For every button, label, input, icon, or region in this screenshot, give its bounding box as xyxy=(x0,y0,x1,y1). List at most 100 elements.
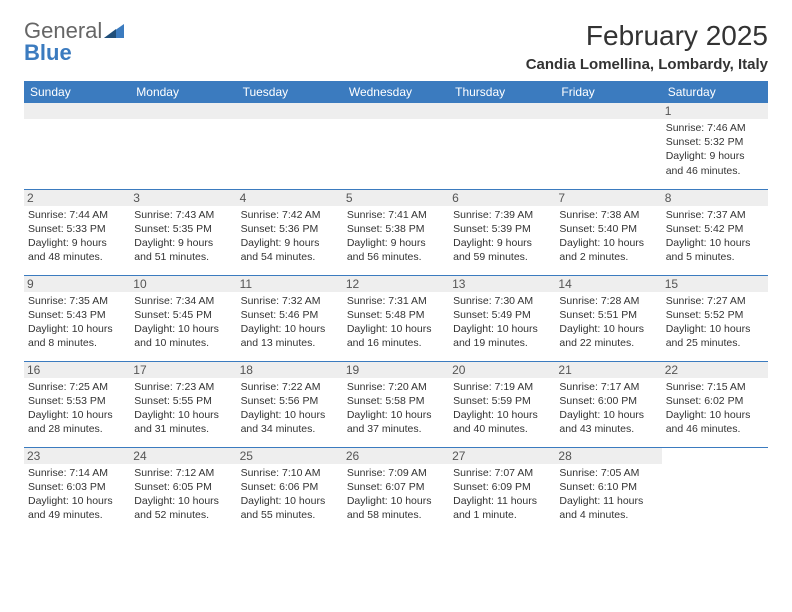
calendar-day-cell: 7Sunrise: 7:38 AMSunset: 5:40 PMDaylight… xyxy=(555,189,661,275)
calendar-day-cell: 16Sunrise: 7:25 AMSunset: 5:53 PMDayligh… xyxy=(24,361,130,447)
weekday-header: Tuesday xyxy=(237,81,343,103)
calendar-day-cell: 26Sunrise: 7:09 AMSunset: 6:07 PMDayligh… xyxy=(343,447,449,533)
daylight-line: Daylight: 10 hours and 25 minutes. xyxy=(666,322,764,350)
day-info: Sunrise: 7:05 AMSunset: 6:10 PMDaylight:… xyxy=(559,466,657,523)
daylight-line: Daylight: 10 hours and 16 minutes. xyxy=(347,322,445,350)
day-number: 14 xyxy=(555,276,661,292)
sunrise-line: Sunrise: 7:12 AM xyxy=(134,466,232,480)
day-number: 23 xyxy=(24,448,130,464)
day-number: 16 xyxy=(24,362,130,378)
calendar-day-cell xyxy=(449,103,555,189)
header: General Blue February 2025 Candia Lomell… xyxy=(24,20,768,73)
sunset-line: Sunset: 5:33 PM xyxy=(28,222,126,236)
daylight-line: Daylight: 9 hours and 56 minutes. xyxy=(347,236,445,264)
day-info: Sunrise: 7:42 AMSunset: 5:36 PMDaylight:… xyxy=(241,208,339,265)
weekday-header-row: Sunday Monday Tuesday Wednesday Thursday… xyxy=(24,81,768,103)
calendar-day-cell: 25Sunrise: 7:10 AMSunset: 6:06 PMDayligh… xyxy=(237,447,343,533)
daylight-line: Daylight: 10 hours and 22 minutes. xyxy=(559,322,657,350)
weekday-header: Saturday xyxy=(662,81,768,103)
calendar-day-cell xyxy=(24,103,130,189)
calendar-day-cell: 5Sunrise: 7:41 AMSunset: 5:38 PMDaylight… xyxy=(343,189,449,275)
calendar-table: Sunday Monday Tuesday Wednesday Thursday… xyxy=(24,81,768,533)
calendar-day-cell: 28 Sunrise: 7:05 AMSunset: 6:10 PMDayligh… xyxy=(555,447,661,533)
logo-word2: Blue xyxy=(24,40,72,65)
sunset-line: Sunset: 5:55 PM xyxy=(134,394,232,408)
day-number xyxy=(555,103,661,119)
calendar-day-cell: 2Sunrise: 7:44 AMSunset: 5:33 PMDaylight… xyxy=(24,189,130,275)
day-info: Sunrise: 7:37 AMSunset: 5:42 PMDaylight:… xyxy=(666,208,764,265)
logo-triangle-icon xyxy=(104,18,124,43)
daylight-line: Daylight: 10 hours and 40 minutes. xyxy=(453,408,551,436)
calendar-day-cell: 1Sunrise: 7:46 AMSunset: 5:32 PMDaylight… xyxy=(662,103,768,189)
calendar-day-cell: 18Sunrise: 7:22 AMSunset: 5:56 PMDayligh… xyxy=(237,361,343,447)
sunrise-line: Sunrise: 7:38 AM xyxy=(559,208,657,222)
calendar-day-cell: 21Sunrise: 7:17 AMSunset: 6:00 PMDayligh… xyxy=(555,361,661,447)
sunset-line: Sunset: 5:35 PM xyxy=(134,222,232,236)
day-number xyxy=(449,103,555,119)
day-number: 8 xyxy=(662,190,768,206)
day-number: 10 xyxy=(130,276,236,292)
day-number: 11 xyxy=(237,276,343,292)
sunrise-line: Sunrise: 7:43 AM xyxy=(134,208,232,222)
day-number: 15 xyxy=(662,276,768,292)
day-info: Sunrise: 7:32 AMSunset: 5:46 PMDaylight:… xyxy=(241,294,339,351)
calendar-day-cell xyxy=(662,447,768,533)
sunset-line: Sunset: 5:49 PM xyxy=(453,308,551,322)
calendar-day-cell: 8 Sunrise: 7:37 AMSunset: 5:42 PMDaylight… xyxy=(662,189,768,275)
weekday-header: Friday xyxy=(555,81,661,103)
day-number: 28 xyxy=(555,448,661,464)
sunset-line: Sunset: 5:51 PM xyxy=(559,308,657,322)
sunset-line: Sunset: 6:06 PM xyxy=(241,480,339,494)
sunset-line: Sunset: 6:07 PM xyxy=(347,480,445,494)
sunrise-line: Sunrise: 7:31 AM xyxy=(347,294,445,308)
calendar-day-cell xyxy=(343,103,449,189)
calendar-day-cell: 27Sunrise: 7:07 AMSunset: 6:09 PMDayligh… xyxy=(449,447,555,533)
daylight-line: Daylight: 10 hours and 55 minutes. xyxy=(241,494,339,522)
calendar-week-row: 1Sunrise: 7:46 AMSunset: 5:32 PMDaylight… xyxy=(24,103,768,189)
sunset-line: Sunset: 5:42 PM xyxy=(666,222,764,236)
calendar-day-cell: 22Sunrise: 7:15 AMSunset: 6:02 PMDayligh… xyxy=(662,361,768,447)
sunset-line: Sunset: 5:58 PM xyxy=(347,394,445,408)
daylight-line: Daylight: 9 hours and 54 minutes. xyxy=(241,236,339,264)
day-info: Sunrise: 7:09 AMSunset: 6:07 PMDaylight:… xyxy=(347,466,445,523)
sunset-line: Sunset: 5:59 PM xyxy=(453,394,551,408)
day-info: Sunrise: 7:17 AMSunset: 6:00 PMDaylight:… xyxy=(559,380,657,437)
day-info: Sunrise: 7:35 AMSunset: 5:43 PMDaylight:… xyxy=(28,294,126,351)
sunset-line: Sunset: 5:38 PM xyxy=(347,222,445,236)
sunset-line: Sunset: 6:10 PM xyxy=(559,480,657,494)
day-number: 17 xyxy=(130,362,236,378)
day-number: 1 xyxy=(662,103,768,119)
calendar-day-cell: 10Sunrise: 7:34 AMSunset: 5:45 PMDayligh… xyxy=(130,275,236,361)
sunrise-line: Sunrise: 7:44 AM xyxy=(28,208,126,222)
calendar-day-cell: 6Sunrise: 7:39 AMSunset: 5:39 PMDaylight… xyxy=(449,189,555,275)
calendar-day-cell: 11 Sunrise: 7:32 AMSunset: 5:46 PMDayligh… xyxy=(237,275,343,361)
sunrise-line: Sunrise: 7:41 AM xyxy=(347,208,445,222)
daylight-line: Daylight: 10 hours and 19 minutes. xyxy=(453,322,551,350)
sunset-line: Sunset: 6:00 PM xyxy=(559,394,657,408)
calendar-week-row: 9 Sunrise: 7:35 AMSunset: 5:43 PMDaylight… xyxy=(24,275,768,361)
sunrise-line: Sunrise: 7:05 AM xyxy=(559,466,657,480)
calendar-day-cell: 15Sunrise: 7:27 AMSunset: 5:52 PMDayligh… xyxy=(662,275,768,361)
weekday-header: Monday xyxy=(130,81,236,103)
daylight-line: Daylight: 9 hours and 51 minutes. xyxy=(134,236,232,264)
calendar-week-row: 16Sunrise: 7:25 AMSunset: 5:53 PMDayligh… xyxy=(24,361,768,447)
sunset-line: Sunset: 5:36 PM xyxy=(241,222,339,236)
day-info: Sunrise: 7:38 AMSunset: 5:40 PMDaylight:… xyxy=(559,208,657,265)
calendar-day-cell xyxy=(130,103,236,189)
sunset-line: Sunset: 5:32 PM xyxy=(666,135,764,149)
sunrise-line: Sunrise: 7:30 AM xyxy=(453,294,551,308)
day-info: Sunrise: 7:19 AMSunset: 5:59 PMDaylight:… xyxy=(453,380,551,437)
sunrise-line: Sunrise: 7:28 AM xyxy=(559,294,657,308)
daylight-line: Daylight: 10 hours and 10 minutes. xyxy=(134,322,232,350)
title-block: February 2025 Candia Lomellina, Lombardy… xyxy=(526,20,768,73)
day-info: Sunrise: 7:30 AMSunset: 5:49 PMDaylight:… xyxy=(453,294,551,351)
calendar-day-cell: 12Sunrise: 7:31 AMSunset: 5:48 PMDayligh… xyxy=(343,275,449,361)
sunrise-line: Sunrise: 7:15 AM xyxy=(666,380,764,394)
calendar-week-row: 23Sunrise: 7:14 AMSunset: 6:03 PMDayligh… xyxy=(24,447,768,533)
day-number: 9 xyxy=(24,276,130,292)
daylight-line: Daylight: 10 hours and 43 minutes. xyxy=(559,408,657,436)
weekday-header: Thursday xyxy=(449,81,555,103)
calendar-day-cell: 20Sunrise: 7:19 AMSunset: 5:59 PMDayligh… xyxy=(449,361,555,447)
calendar-day-cell: 23Sunrise: 7:14 AMSunset: 6:03 PMDayligh… xyxy=(24,447,130,533)
day-number xyxy=(130,103,236,119)
